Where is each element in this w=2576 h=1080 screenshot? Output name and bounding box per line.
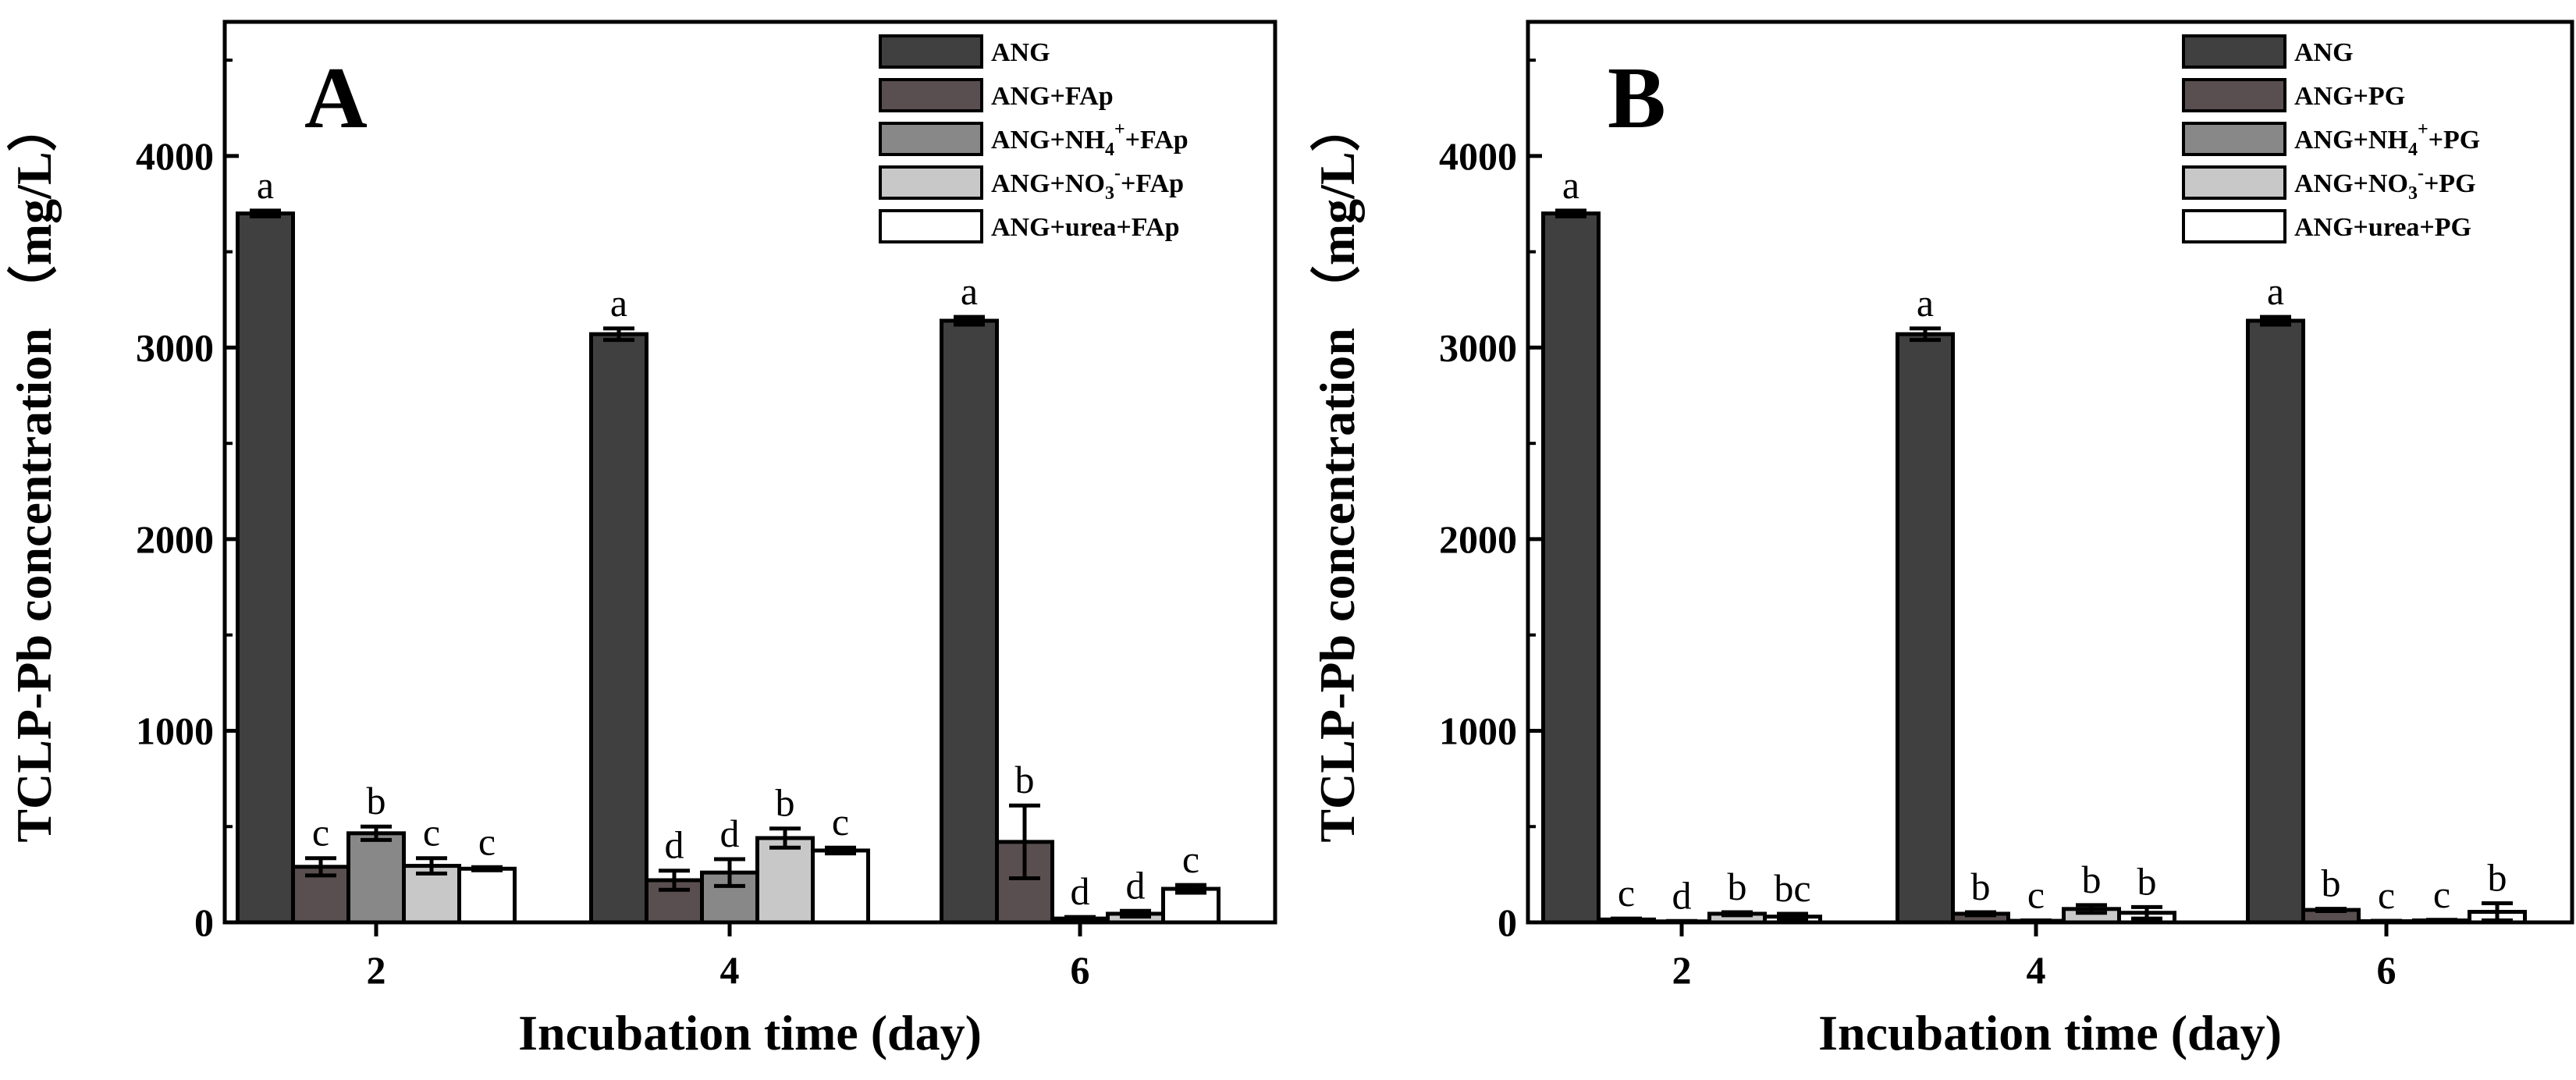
significance-label: c <box>312 811 329 854</box>
y-tick-label: 4000 <box>136 134 214 178</box>
y-tick-label: 0 <box>1498 901 1517 944</box>
bar <box>2246 318 2305 925</box>
significance-label: d <box>665 823 684 867</box>
significance-label: bc <box>1774 866 1810 910</box>
x-tick-label: 2 <box>1672 948 1692 992</box>
significance-label: a <box>1917 281 1934 325</box>
x-tick-label: 2 <box>367 948 386 992</box>
panel-letter: A <box>304 50 368 147</box>
significance-label: a <box>1562 163 1579 207</box>
significance-label: b <box>776 781 795 825</box>
significance-label: b <box>2322 862 2341 905</box>
legend-swatch <box>879 165 983 200</box>
x-tick-label: 6 <box>1071 948 1090 992</box>
significance-label: b <box>2488 855 2507 899</box>
significance-label: b <box>1728 865 1747 908</box>
significance-label: c <box>423 811 440 854</box>
significance-label: a <box>2267 269 2284 313</box>
y-tick-label: 0 <box>194 901 214 944</box>
legend-swatch <box>879 122 983 156</box>
bar <box>1896 332 1955 925</box>
x-tick-label: 4 <box>2027 948 2046 992</box>
significance-label: d <box>1672 873 1692 917</box>
significance-label: c <box>2433 872 2450 916</box>
significance-label: b <box>2082 858 2102 901</box>
significance-label: b <box>1971 865 1991 908</box>
y-axis-title: TCLP-Pb concentration （mg/L） <box>1309 101 1365 842</box>
significance-label: c <box>2378 873 2395 917</box>
legend-swatch <box>2182 209 2286 243</box>
significance-label: b <box>2137 859 2157 903</box>
y-tick-label: 4000 <box>1439 134 1517 178</box>
legend-swatch <box>2182 122 2286 156</box>
y-axis-title: TCLP-Pb concentration （mg/L） <box>6 101 62 842</box>
legend-label: ANG+urea+FAp <box>991 213 1180 242</box>
x-tick-label: 4 <box>720 948 740 992</box>
significance-label: c <box>1618 871 1635 915</box>
significance-label: d <box>720 812 740 855</box>
legend-label: ANG+NH4++FAp <box>991 119 1189 160</box>
panel-letter: B <box>1608 50 1666 147</box>
bar <box>457 866 517 925</box>
bar <box>1541 211 1601 925</box>
legend-swatch <box>879 209 983 243</box>
bar <box>236 211 295 925</box>
legend-label: ANG+NO3-+FAp <box>991 163 1184 204</box>
significance-label: a <box>257 163 274 207</box>
bar <box>940 318 999 925</box>
legend-swatch <box>2182 165 2286 200</box>
bar <box>645 878 704 925</box>
significance-label: c <box>2027 873 2045 917</box>
y-tick-label: 2000 <box>136 517 214 561</box>
panel-b: 0 1000 2000 3000 4000 2 4 6 Incubation time (day… <box>1309 20 2574 1060</box>
significance-label: b <box>367 779 386 822</box>
legend-swatch <box>2182 34 2286 69</box>
y-tick-label: 3000 <box>136 325 214 369</box>
significance-label: b <box>1015 758 1035 801</box>
y-tick-label: 3000 <box>1439 325 1517 369</box>
legend-label: ANG+FAp <box>991 82 1114 111</box>
legend-label: ANG+urea+PG <box>2294 213 2471 242</box>
legend-swatch <box>879 78 983 112</box>
legend-label: ANG <box>991 38 1050 67</box>
legend-label: ANG <box>2294 38 2354 67</box>
bar <box>346 831 406 925</box>
x-axis-title: Incubation time (day) <box>1818 1005 2282 1060</box>
legend-swatch <box>879 34 983 69</box>
y-tick-label: 1000 <box>136 709 214 752</box>
x-axis-title: Incubation time (day) <box>518 1005 982 1060</box>
significance-label: c <box>832 800 849 844</box>
significance-label: d <box>1071 869 1090 913</box>
legend-label: ANG+NO3-+PG <box>2294 163 2476 204</box>
legend-label: ANG+PG <box>2294 82 2405 111</box>
y-tick-label: 1000 <box>1439 709 1517 752</box>
significance-label: c <box>1182 837 1199 881</box>
legend-label: ANG+NH4++PG <box>2294 119 2480 160</box>
significance-label: d <box>1126 863 1146 907</box>
x-tick-label: 6 <box>2377 948 2397 992</box>
bar <box>811 848 870 925</box>
y-tick-label: 2000 <box>1439 517 1517 561</box>
significance-label: a <box>961 269 978 313</box>
legend-swatch <box>2182 78 2286 112</box>
bar <box>589 332 648 925</box>
panel-a: 0 1000 2000 3000 4000 2 4 6 Incubation time (day… <box>6 20 1277 1060</box>
significance-label: a <box>610 281 627 325</box>
bar <box>755 836 815 925</box>
significance-label: c <box>478 819 496 863</box>
